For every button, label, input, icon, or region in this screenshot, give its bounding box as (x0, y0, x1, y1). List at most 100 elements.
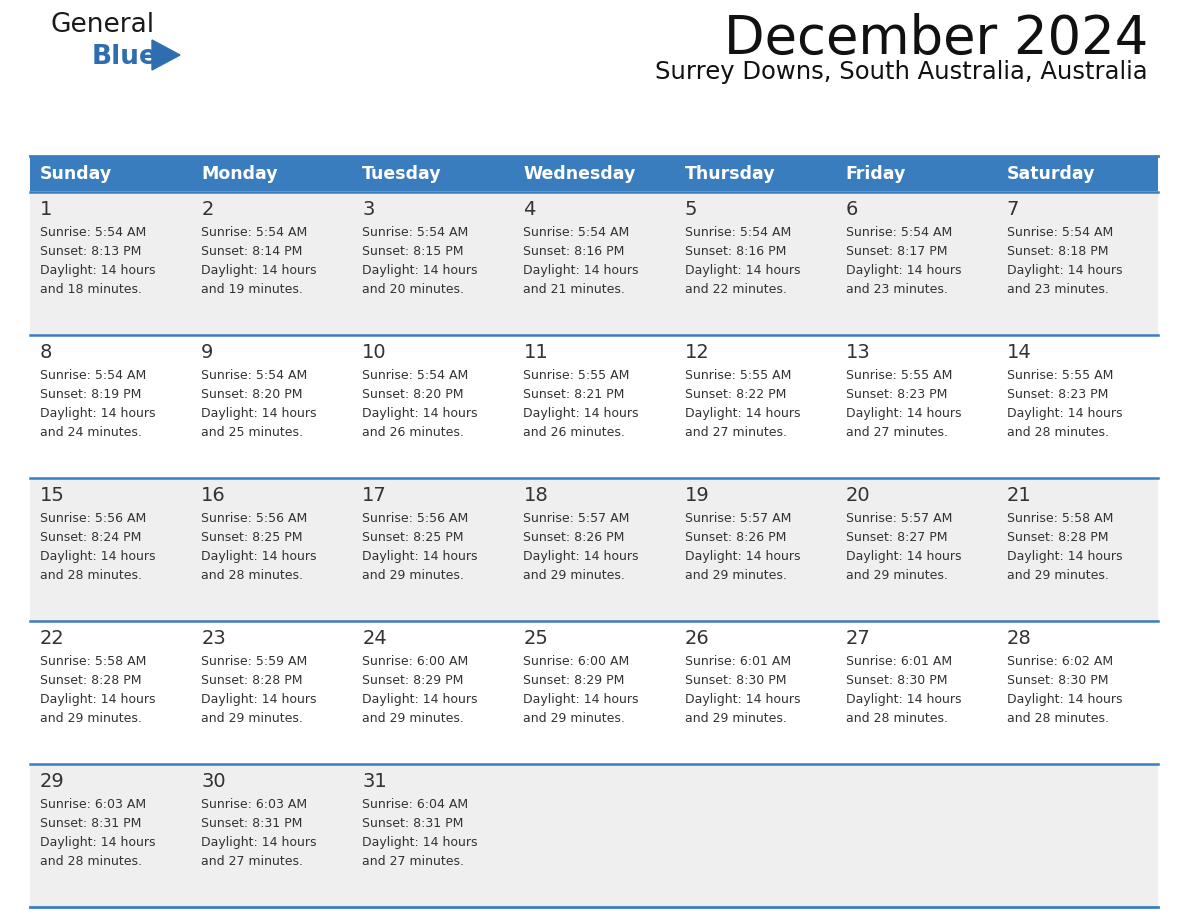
Text: 9: 9 (201, 343, 214, 362)
Text: Sunset: 8:25 PM: Sunset: 8:25 PM (201, 531, 303, 544)
Text: Sunset: 8:18 PM: Sunset: 8:18 PM (1007, 245, 1108, 258)
Text: Sunrise: 5:54 AM: Sunrise: 5:54 AM (846, 226, 952, 239)
Text: Daylight: 14 hours: Daylight: 14 hours (201, 693, 317, 706)
Text: and 19 minutes.: and 19 minutes. (201, 283, 303, 296)
Text: Sunrise: 5:54 AM: Sunrise: 5:54 AM (40, 369, 146, 382)
Text: 30: 30 (201, 772, 226, 791)
Text: 5: 5 (684, 200, 697, 219)
Text: Daylight: 14 hours: Daylight: 14 hours (524, 550, 639, 563)
Text: 23: 23 (201, 629, 226, 648)
Bar (30, 621, 1158, 764)
Text: General: General (50, 12, 154, 38)
Text: Sunset: 8:27 PM: Sunset: 8:27 PM (846, 531, 947, 544)
Text: Sunset: 8:22 PM: Sunset: 8:22 PM (684, 388, 786, 401)
Text: and 28 minutes.: and 28 minutes. (40, 569, 143, 582)
Text: Daylight: 14 hours: Daylight: 14 hours (40, 550, 156, 563)
Text: Surrey Downs, South Australia, Australia: Surrey Downs, South Australia, Australia (656, 60, 1148, 84)
Text: Sunday: Sunday (40, 165, 112, 183)
Text: Sunset: 8:19 PM: Sunset: 8:19 PM (40, 388, 141, 401)
Text: Sunset: 8:31 PM: Sunset: 8:31 PM (40, 817, 141, 830)
Text: and 29 minutes.: and 29 minutes. (362, 712, 465, 725)
Text: 29: 29 (40, 772, 65, 791)
Polygon shape (152, 40, 181, 70)
Text: Sunset: 8:26 PM: Sunset: 8:26 PM (524, 531, 625, 544)
Text: Sunrise: 5:55 AM: Sunrise: 5:55 AM (684, 369, 791, 382)
Text: 27: 27 (846, 629, 871, 648)
Text: Sunrise: 5:57 AM: Sunrise: 5:57 AM (684, 512, 791, 525)
Text: and 28 minutes.: and 28 minutes. (1007, 712, 1108, 725)
Text: Sunrise: 5:54 AM: Sunrise: 5:54 AM (362, 369, 468, 382)
Text: Sunset: 8:28 PM: Sunset: 8:28 PM (201, 674, 303, 687)
Text: and 29 minutes.: and 29 minutes. (684, 712, 786, 725)
Text: Daylight: 14 hours: Daylight: 14 hours (1007, 407, 1123, 420)
Text: Sunrise: 5:57 AM: Sunrise: 5:57 AM (524, 512, 630, 525)
Text: Daylight: 14 hours: Daylight: 14 hours (362, 550, 478, 563)
Text: Sunset: 8:13 PM: Sunset: 8:13 PM (40, 245, 141, 258)
Text: Sunset: 8:28 PM: Sunset: 8:28 PM (40, 674, 141, 687)
Text: Sunrise: 5:58 AM: Sunrise: 5:58 AM (40, 655, 146, 668)
Text: Sunset: 8:24 PM: Sunset: 8:24 PM (40, 531, 141, 544)
Text: December 2024: December 2024 (723, 13, 1148, 65)
Text: 19: 19 (684, 486, 709, 505)
Text: and 29 minutes.: and 29 minutes. (524, 712, 625, 725)
Bar (835, 156, 997, 192)
Text: and 18 minutes.: and 18 minutes. (40, 283, 143, 296)
Text: and 29 minutes.: and 29 minutes. (40, 712, 141, 725)
Text: Daylight: 14 hours: Daylight: 14 hours (201, 550, 317, 563)
Text: Sunset: 8:30 PM: Sunset: 8:30 PM (684, 674, 786, 687)
Text: Daylight: 14 hours: Daylight: 14 hours (1007, 550, 1123, 563)
Text: Sunrise: 5:54 AM: Sunrise: 5:54 AM (362, 226, 468, 239)
Bar (30, 478, 1158, 621)
Text: Sunrise: 5:54 AM: Sunrise: 5:54 AM (201, 369, 308, 382)
Text: Sunset: 8:17 PM: Sunset: 8:17 PM (846, 245, 947, 258)
Text: Sunset: 8:20 PM: Sunset: 8:20 PM (362, 388, 463, 401)
Text: and 23 minutes.: and 23 minutes. (846, 283, 948, 296)
Text: 26: 26 (684, 629, 709, 648)
Text: 14: 14 (1007, 343, 1031, 362)
Text: Sunrise: 5:54 AM: Sunrise: 5:54 AM (201, 226, 308, 239)
Bar (353, 156, 513, 192)
Text: Sunrise: 5:59 AM: Sunrise: 5:59 AM (201, 655, 308, 668)
Text: Daylight: 14 hours: Daylight: 14 hours (846, 264, 961, 277)
Text: Daylight: 14 hours: Daylight: 14 hours (201, 836, 317, 849)
Text: 4: 4 (524, 200, 536, 219)
Text: Daylight: 14 hours: Daylight: 14 hours (684, 407, 800, 420)
Text: 31: 31 (362, 772, 387, 791)
Text: 12: 12 (684, 343, 709, 362)
Text: 11: 11 (524, 343, 548, 362)
Text: and 23 minutes.: and 23 minutes. (1007, 283, 1108, 296)
Text: Wednesday: Wednesday (524, 165, 636, 183)
Text: Daylight: 14 hours: Daylight: 14 hours (362, 693, 478, 706)
Text: Sunrise: 5:54 AM: Sunrise: 5:54 AM (1007, 226, 1113, 239)
Text: Sunset: 8:23 PM: Sunset: 8:23 PM (846, 388, 947, 401)
Text: Daylight: 14 hours: Daylight: 14 hours (40, 407, 156, 420)
Text: Blue: Blue (91, 44, 158, 70)
Text: and 28 minutes.: and 28 minutes. (846, 712, 948, 725)
Text: 17: 17 (362, 486, 387, 505)
Text: Sunrise: 6:02 AM: Sunrise: 6:02 AM (1007, 655, 1113, 668)
Text: Sunrise: 6:03 AM: Sunrise: 6:03 AM (40, 798, 146, 811)
Text: 13: 13 (846, 343, 871, 362)
Text: Daylight: 14 hours: Daylight: 14 hours (524, 693, 639, 706)
Text: Sunrise: 5:55 AM: Sunrise: 5:55 AM (846, 369, 952, 382)
Text: 24: 24 (362, 629, 387, 648)
Text: Saturday: Saturday (1007, 165, 1095, 183)
Text: Sunset: 8:28 PM: Sunset: 8:28 PM (1007, 531, 1108, 544)
Text: 15: 15 (40, 486, 65, 505)
Text: Sunset: 8:25 PM: Sunset: 8:25 PM (362, 531, 463, 544)
Text: Sunrise: 6:04 AM: Sunrise: 6:04 AM (362, 798, 468, 811)
Text: and 27 minutes.: and 27 minutes. (201, 855, 303, 868)
Text: Sunset: 8:23 PM: Sunset: 8:23 PM (1007, 388, 1108, 401)
Text: and 29 minutes.: and 29 minutes. (846, 569, 948, 582)
Text: Daylight: 14 hours: Daylight: 14 hours (40, 836, 156, 849)
Bar (30, 192, 1158, 335)
Text: and 27 minutes.: and 27 minutes. (846, 426, 948, 439)
Text: 22: 22 (40, 629, 65, 648)
Text: Sunset: 8:16 PM: Sunset: 8:16 PM (524, 245, 625, 258)
Text: Sunrise: 5:56 AM: Sunrise: 5:56 AM (40, 512, 146, 525)
Text: Sunset: 8:16 PM: Sunset: 8:16 PM (684, 245, 786, 258)
Text: Sunrise: 5:58 AM: Sunrise: 5:58 AM (1007, 512, 1113, 525)
Text: Sunrise: 5:55 AM: Sunrise: 5:55 AM (1007, 369, 1113, 382)
Text: Sunset: 8:31 PM: Sunset: 8:31 PM (201, 817, 303, 830)
Text: and 28 minutes.: and 28 minutes. (40, 855, 143, 868)
